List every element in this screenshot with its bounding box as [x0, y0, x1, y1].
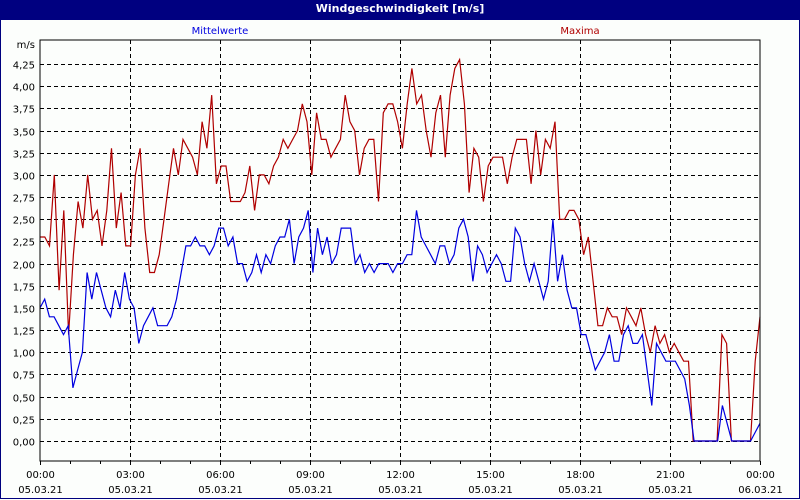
y-tick-label: 0,75 — [13, 371, 35, 382]
y-tick-label: 2,25 — [13, 238, 35, 249]
x-axis: 00:00 05.03.21 03:00 05.03.21 06:00 05.03.21 0… — [18, 461, 783, 496]
x-tick-date: 05.03.21 — [198, 485, 243, 496]
series-line-maxima — [40, 57, 761, 442]
x-tick-date: 05.03.21 — [558, 485, 603, 496]
x-tick-date: 05.03.21 — [378, 485, 423, 496]
x-tick-time: 21:00 — [656, 470, 685, 481]
y-tick-label: 3,00 — [13, 172, 35, 183]
y-tick-label: 0,00 — [13, 438, 35, 449]
y-tick-label: 2,00 — [13, 261, 35, 272]
y-tick-label: 1,75 — [13, 283, 35, 294]
y-tick-label: 1,50 — [13, 305, 35, 316]
y-tick-label: 0,25 — [13, 416, 35, 427]
y-tick-label: 1,25 — [13, 327, 35, 338]
x-tick-date: 05.03.21 — [18, 485, 63, 496]
y-tick-label: 3,50 — [13, 128, 35, 139]
x-tick-time: 15:00 — [476, 470, 505, 481]
legend-item-maxima: Maxima — [560, 26, 599, 37]
y-axis-unit: m/s — [17, 40, 35, 51]
x-tick-time: 12:00 — [386, 470, 415, 481]
x-tick-time: 06:00 — [206, 470, 235, 481]
legend: Mittelwerte Maxima — [192, 26, 600, 37]
y-tick-label: 0,50 — [13, 394, 35, 405]
y-tick-label: 3,75 — [13, 105, 35, 116]
y-axis: 0,00 0,25 0,50 0,75 1,00 1,25 1,50 1,75 2,00 2,25… — [13, 40, 35, 449]
x-tick-date: 06.03.21 — [738, 485, 783, 496]
y-tick-label: 4,25 — [13, 61, 35, 72]
x-tick-time: 18:00 — [566, 470, 595, 481]
y-tick-label: 3,25 — [13, 150, 35, 161]
y-tick-label: 2,50 — [13, 216, 35, 227]
x-tick-date: 05.03.21 — [468, 485, 513, 496]
x-tick-time: 09:00 — [296, 470, 325, 481]
window-title: Windgeschwindigkeit [m/s] — [0, 0, 800, 20]
x-tick-date: 05.03.21 — [108, 485, 153, 496]
x-tick-date: 05.03.21 — [648, 485, 693, 496]
y-tick-label: 2,75 — [13, 194, 35, 205]
plot-frame — [39, 39, 761, 462]
x-tick-time: 03:00 — [116, 470, 145, 481]
grid-lines — [40, 40, 760, 461]
legend-item-mittelwerte: Mittelwerte — [192, 26, 249, 37]
y-tick-label: 4,00 — [13, 83, 35, 94]
x-tick-time: 00:00 — [746, 470, 775, 481]
series-lines — [39, 57, 761, 442]
x-tick-date: 05.03.21 — [288, 485, 333, 496]
series-line-mittelwerte — [39, 210, 761, 442]
x-tick-time: 00:00 — [26, 470, 55, 481]
y-tick-label: 1,00 — [13, 349, 35, 360]
